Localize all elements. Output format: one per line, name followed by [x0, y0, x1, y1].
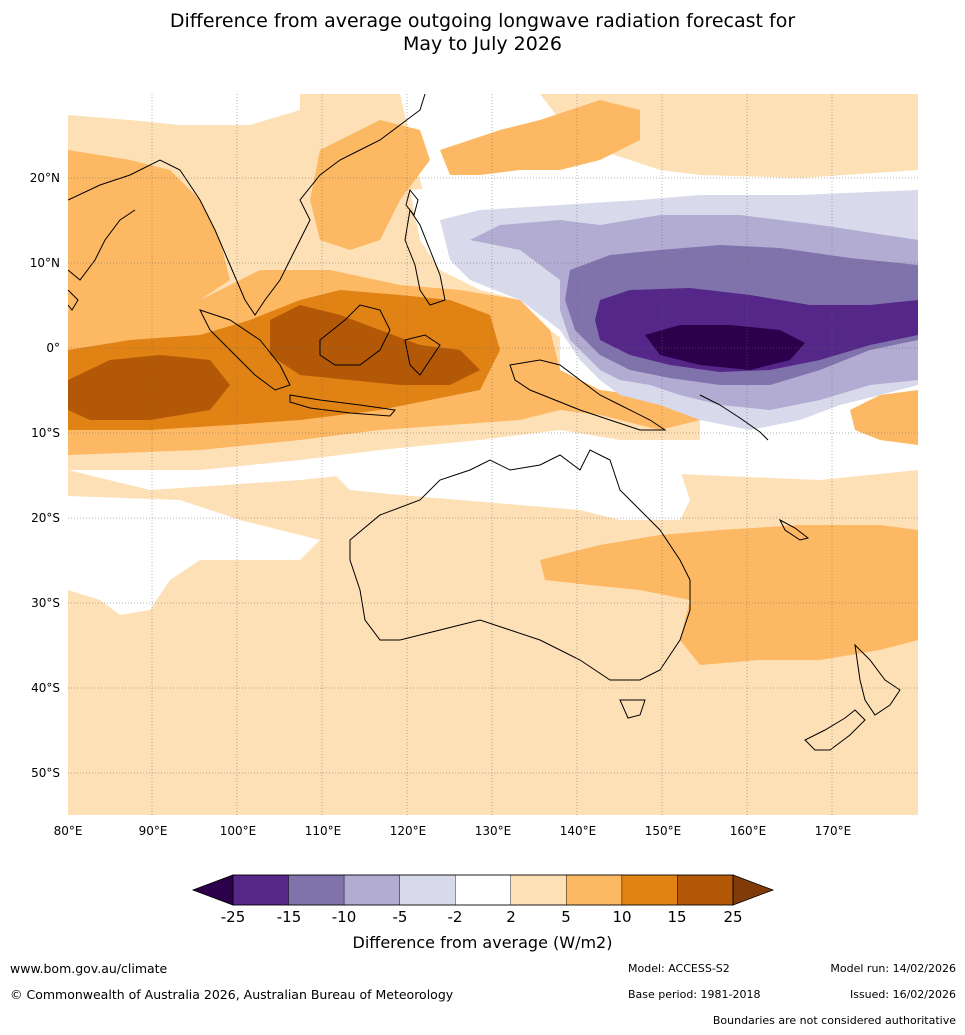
chart-title: Difference from average outgoing longwav… [0, 10, 965, 56]
colorbar-tick-2: 2 [506, 908, 516, 926]
colorbar [191, 874, 775, 906]
anomaly-2-to-5-region [68, 94, 918, 178]
lat-label-20s: 20°S [31, 511, 60, 525]
coastline-new-caledonia [778, 518, 810, 541]
anomaly-5-to-10-north-india [68, 150, 230, 300]
colorbar-title: Difference from average (W/m2) [352, 933, 613, 952]
colorbar-bin-6 [566, 874, 623, 906]
colorbar-over-arrow [732, 874, 775, 906]
lon-label-90e: 90°E [138, 824, 168, 838]
lon-label-80e: 80°E [53, 824, 83, 838]
lon-label-130e: 130°E [474, 824, 512, 838]
near-zero-south-patch [68, 496, 320, 615]
colorbar-bin-7 [621, 874, 678, 906]
lon-label-140e: 140°E [559, 824, 597, 838]
colorbar-bin-2 [343, 874, 400, 906]
colorbar-tick-minus-25: -25 [220, 908, 246, 926]
lon-label-110e: 110°E [304, 824, 342, 838]
near-zero-australia-north [330, 440, 690, 520]
model-run-date: Model run: 14/02/2026 [830, 962, 956, 975]
colorbar-bin-0 [232, 874, 289, 906]
colorbar-bins [232, 874, 734, 906]
anomaly-below-minus-25-pacific [645, 325, 805, 370]
coastline-philippines [404, 208, 446, 306]
colorbar-bin-1 [288, 874, 345, 906]
coastlines [68, 94, 901, 751]
anomaly-5-to-10-northwest-pacific [440, 100, 640, 175]
lat-label-10n: 10°N [29, 256, 60, 270]
colorbar-tick-25: 25 [723, 908, 743, 926]
lat-label-40s: 40°S [31, 681, 60, 695]
colorbar-tick-5: 5 [561, 908, 571, 926]
issued-date: Issued: 16/02/2026 [849, 988, 956, 1001]
coastline-asia-mainland [68, 94, 426, 316]
coastline-tasmania [619, 699, 646, 719]
coastline-australia [349, 449, 691, 681]
title-line-2: May to July 2026 [403, 33, 562, 55]
anomaly-5-to-10-southeast [540, 525, 918, 665]
coastline-new-zealand-south [804, 709, 866, 751]
lon-label-120e: 120°E [389, 824, 427, 838]
colorbar-tick-15: 15 [667, 908, 687, 926]
coastline-sri-lanka [68, 289, 79, 311]
anomaly-15-to-25-borneo [270, 305, 480, 385]
lat-label-10s: 10°S [31, 426, 60, 440]
website-link[interactable]: www.bom.gov.au/climate [10, 961, 168, 976]
colorbar-bin-4 [455, 874, 511, 906]
colorbar-bin-8 [677, 874, 734, 906]
colorbar-tick-10: 10 [612, 908, 632, 926]
coastline-sumatra [199, 309, 291, 391]
colorbar-frame [232, 874, 734, 906]
anomaly-5-to-10-east-pacific [850, 390, 918, 445]
colorbar-under-arrow [191, 874, 234, 906]
lat-label-30s: 30°S [31, 596, 60, 610]
coastline-sulawesi [404, 334, 441, 376]
title-line-1: Difference from average outgoing longwav… [169, 10, 796, 32]
anomaly-15-to-25-indian-ocean [68, 355, 230, 420]
lat-label-50s: 50°S [31, 766, 60, 780]
lon-label-150e: 150°E [644, 824, 682, 838]
coastline-taiwan [405, 188, 419, 217]
anomaly-5-to-10-china [310, 120, 430, 250]
colorbar-bin-5 [510, 874, 567, 906]
coastline-borneo [319, 304, 391, 366]
colorbar-tick-minus-15: -15 [276, 908, 302, 926]
lon-label-170e: 170°E [814, 824, 852, 838]
colorbar-bin-3 [399, 874, 456, 906]
coastline-solomon-islands [699, 394, 769, 441]
near-zero-north-patch [68, 94, 300, 125]
colorbar-tick-minus-2: -2 [447, 908, 463, 926]
coastline-java [289, 394, 396, 417]
model-name: Model: ACCESS-S2 [628, 962, 730, 975]
colorbar-tick-minus-5: -5 [392, 908, 408, 926]
lat-label-equator: 0° [46, 341, 60, 355]
graticule [68, 94, 918, 815]
coastline-new-guinea [509, 359, 667, 431]
coastline-india [68, 209, 136, 281]
copyright-text: © Commonwealth of Australia 2026, Austra… [10, 987, 454, 1002]
lon-label-160e: 160°E [729, 824, 767, 838]
map-area [68, 94, 918, 815]
base-period: Base period: 1981-2018 [628, 988, 761, 1001]
lon-label-100e: 100°E [219, 824, 257, 838]
colorbar-tick-minus-10: -10 [331, 908, 357, 926]
boundaries-disclaimer: Boundaries are not considered authoritat… [712, 1014, 956, 1027]
coastline-new-zealand-north [854, 643, 901, 716]
lat-label-20n: 20°N [29, 171, 60, 185]
